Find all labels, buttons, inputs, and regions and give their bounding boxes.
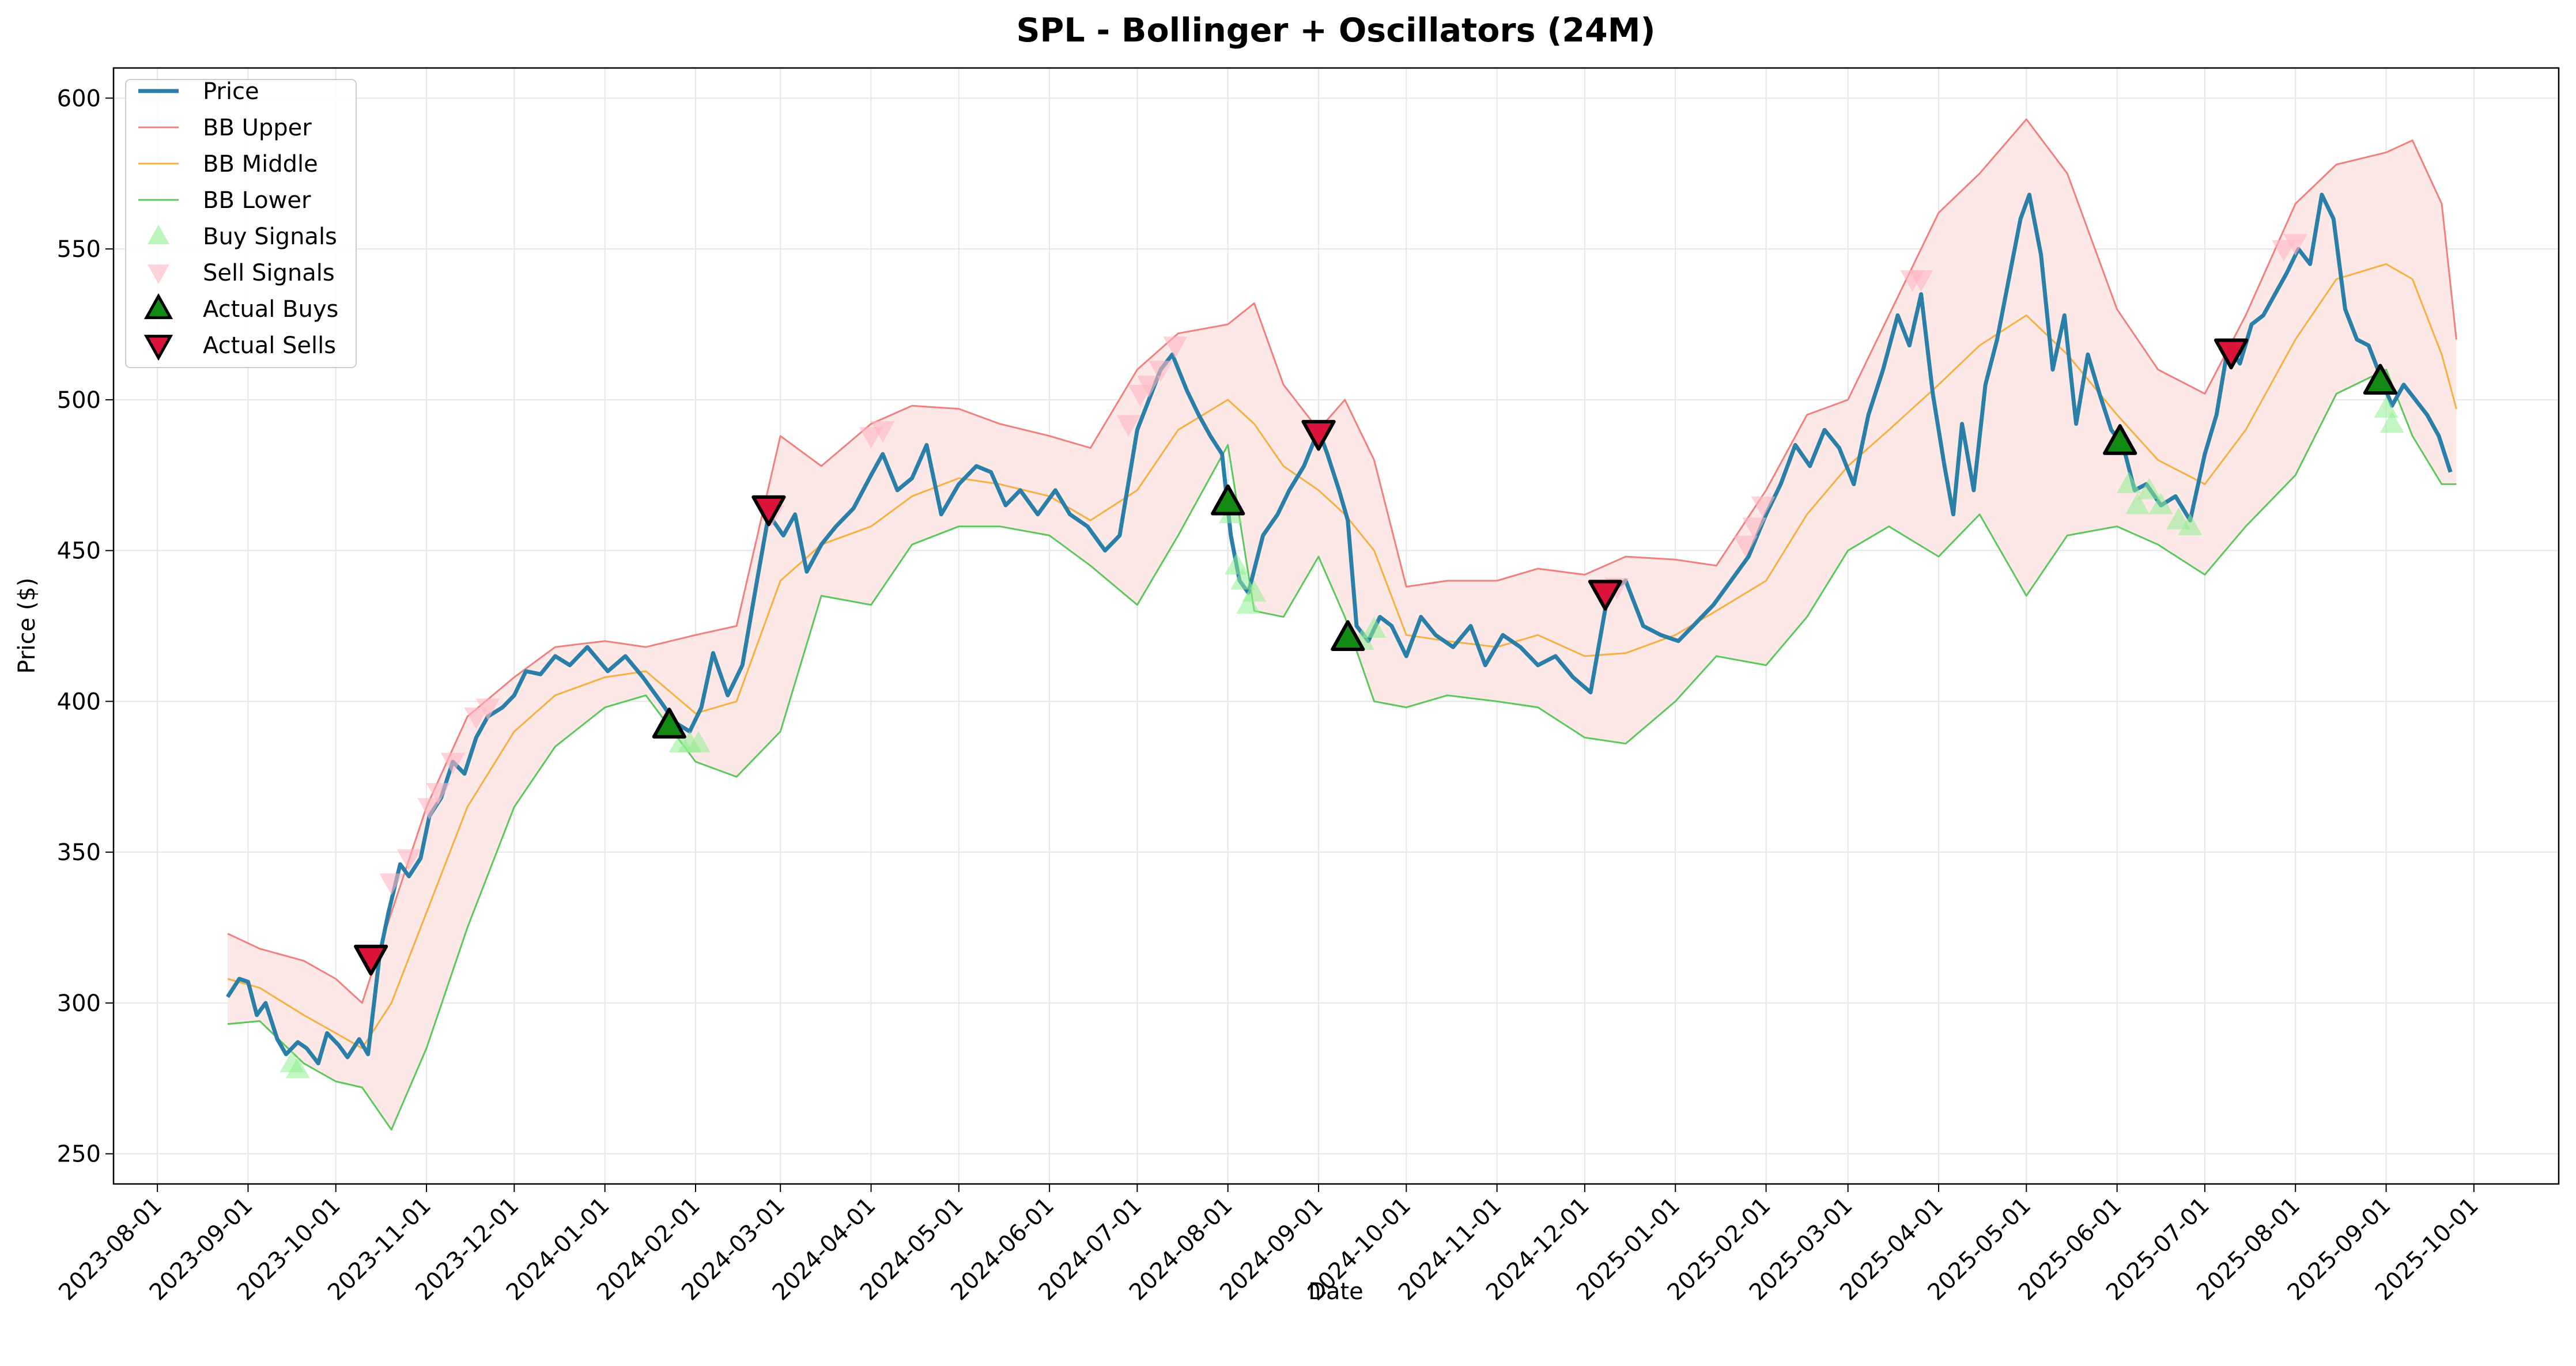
buy-signal-marker — [2166, 508, 2191, 529]
series-line-bb-middle — [227, 263, 2457, 1049]
sell-signal-marker — [1751, 496, 1776, 519]
buy-signal-marker — [1230, 567, 1255, 590]
buy-signal-marker — [1242, 580, 1267, 602]
legend: Price BB Upper BB Middle BB Lower Buy Signal… — [125, 78, 357, 368]
legend-label: BB Upper — [203, 115, 312, 141]
sell-signal-marker — [1909, 270, 1933, 292]
bollinger-band-area — [227, 119, 2457, 1130]
legend-label: Buy Signals — [203, 224, 337, 250]
y-tick-label: 250 — [57, 1141, 101, 1168]
actual-buy-marker — [2363, 364, 2397, 395]
x-axis-title: Date — [1308, 1278, 1363, 1305]
y-tick-label: 550 — [57, 236, 101, 263]
actual-buy-marker — [1331, 620, 1365, 652]
legend-box — [125, 79, 357, 368]
actual-buy-marker — [2103, 424, 2137, 455]
sell-signal-marker — [379, 873, 404, 895]
signal-markers — [279, 234, 2404, 1079]
series-line-bb-upper — [227, 118, 2457, 1004]
actual-sell-marker — [354, 944, 388, 976]
buy-signal-marker — [2379, 411, 2404, 433]
series-line-bb-lower — [227, 369, 2457, 1131]
sell-signal-marker — [440, 752, 465, 775]
sell-signal-marker — [417, 798, 442, 820]
buy-signal-marker — [2125, 493, 2150, 514]
y-tick-label: 350 — [57, 839, 101, 866]
legend-label: BB Middle — [203, 151, 318, 177]
actual-buy-marker — [652, 707, 686, 739]
actual-sell-marker — [1588, 580, 1623, 611]
sell-signal-marker — [1116, 415, 1141, 437]
legend-label: Actual Sells — [203, 332, 336, 359]
y-axis-title: Price ($) — [14, 578, 40, 674]
y-tick-label: 300 — [57, 990, 101, 1017]
legend-label: Actual Buys — [203, 296, 338, 323]
chart-title: SPL - Bollinger + Oscillators (24M) — [1017, 12, 1656, 50]
legend-swatch — [148, 264, 169, 284]
buy-signal-marker — [285, 1057, 310, 1079]
sell-signal-marker — [2283, 234, 2308, 256]
y-tick-label: 600 — [57, 85, 101, 112]
sell-signal-marker — [1733, 535, 1758, 558]
actual-sell-marker — [751, 495, 786, 527]
buy-signal-marker — [1362, 616, 1387, 638]
sell-signal-marker — [396, 849, 421, 871]
sell-signal-marker — [1163, 336, 1188, 358]
legend-swatch — [143, 293, 173, 319]
bollinger-band-fill — [227, 119, 2457, 1130]
sell-signal-marker — [475, 698, 500, 720]
sell-signal-marker — [1742, 517, 1767, 539]
sell-signal-marker — [1149, 361, 1173, 383]
buy-signal-marker — [686, 731, 711, 753]
sell-signal-marker — [1136, 376, 1161, 398]
series-lines — [225, 118, 2457, 1131]
buy-signal-marker — [2117, 471, 2141, 493]
sell-signal-marker — [426, 783, 451, 805]
y-axis-ticks: 250 300 350 400 450 500 550 600 — [57, 85, 114, 1168]
legend-swatch — [143, 335, 173, 361]
y-tick-label: 400 — [57, 688, 101, 715]
sell-signal-marker — [870, 421, 895, 443]
buy-signal-marker — [2148, 493, 2173, 514]
actual-sell-marker — [1301, 419, 1336, 451]
sell-signal-marker — [464, 707, 489, 729]
buy-signal-marker — [1236, 592, 1261, 614]
buy-signal-marker — [2178, 513, 2203, 536]
y-tick-label: 500 — [57, 387, 101, 414]
legend-label: Sell Signals — [203, 260, 335, 286]
buy-signal-marker — [2137, 477, 2162, 500]
actual-buy-marker — [1211, 484, 1245, 516]
legend-label: BB Lower — [203, 187, 311, 214]
legend-swatch — [148, 225, 169, 244]
plot-frame — [112, 67, 2560, 1185]
series-line-price — [225, 192, 2453, 1066]
sell-signal-marker — [859, 427, 883, 449]
sell-signal-marker — [2272, 240, 2296, 262]
legend-label: Price — [203, 78, 259, 105]
y-tick-label: 450 — [57, 538, 101, 565]
actual-sell-marker — [2214, 338, 2249, 370]
